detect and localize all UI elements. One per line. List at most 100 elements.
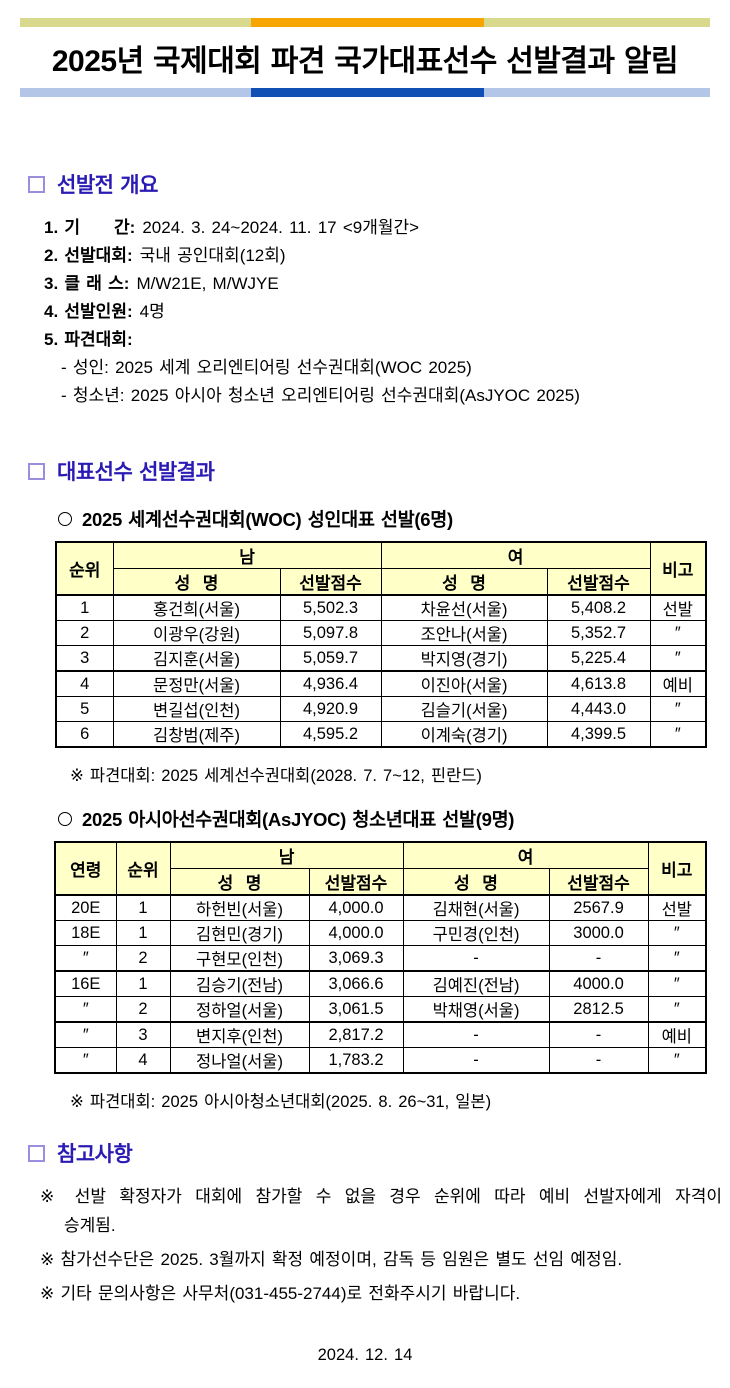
col-header-male: 남 <box>112 541 382 569</box>
table-cell: 정나얼(서울) <box>169 1047 310 1074</box>
table-row: 1 홍건희(서울) 5,502.3 차윤선(서울) 5,408.2 선발 <box>55 594 707 621</box>
table-cell: - <box>548 1047 649 1074</box>
youth-table-note: ※ 파견대회: 2025 아시아청소년대회(2025. 8. 26~31, 일본… <box>70 1093 492 1111</box>
col-header-female: 여 <box>380 541 651 569</box>
table-cell: 하헌빈(서울) <box>169 894 310 921</box>
table-cell: 1 <box>115 894 171 921</box>
col-header-rank: 순위 <box>115 841 171 896</box>
table-cell: 5,352.7 <box>546 620 651 646</box>
overview-item-value: 4명 <box>139 302 165 321</box>
table-row: ″ 2 정하얼(서울) 3,061.5 박채영(서울) 2812.5 ″ <box>54 996 707 1023</box>
overview-sub-item: - 성인: 2025 세계 오리엔티어링 선수권대회(WOC 2025) <box>61 358 472 377</box>
section-heading-overview: 선발전 개요 <box>28 169 730 199</box>
table-cell: 홍건희(서울) <box>112 594 281 621</box>
subheading-adult: 2025 세계선수권대회(WOC) 성인대표 선발(6명) <box>58 506 730 532</box>
table-cell: 김슬기(서울) <box>380 696 548 722</box>
bar-segment <box>20 88 251 97</box>
remarks-list: ※ 선발 확정자가 대회에 참가할 수 없을 경우 순위에 따라 예비 선발자에… <box>40 1182 722 1308</box>
table-cell: ″ <box>647 970 707 997</box>
col-header-score: 선발점수 <box>279 568 382 596</box>
table-cell: 5,059.7 <box>279 645 382 672</box>
top-accent-bar <box>20 18 710 27</box>
col-header-note: 비고 <box>647 841 707 896</box>
table-cell: 1,783.2 <box>308 1047 404 1074</box>
table-header: 연령 순위 남 여 비고 성 명 선발점수 성 명 선발점수 <box>54 841 707 896</box>
remark-line: ※ 선발 확정자가 대회에 참가할 수 없을 경우 순위에 따라 예비 선발자에… <box>40 1187 722 1206</box>
section-heading-remarks: 참고사항 <box>28 1138 730 1168</box>
subheading-youth: 2025 아시아선수권대회(AsJYOC) 청소년대표 선발(9명) <box>58 806 730 832</box>
subheading-label: 2025 아시아선수권대회(AsJYOC) 청소년대표 선발(9명) <box>82 809 515 830</box>
table-cell: ″ <box>649 620 707 646</box>
table-cell: 5,502.3 <box>279 594 382 621</box>
table-cell: 4,613.8 <box>546 670 651 697</box>
col-header-age: 연령 <box>54 841 117 896</box>
table-cell: 박채영(서울) <box>402 996 550 1023</box>
table-cell: 4000.0 <box>548 970 649 997</box>
table-cell: 정하얼(서울) <box>169 996 310 1023</box>
circle-bullet-icon <box>58 512 72 526</box>
table-body: 20E 1 하헌빈(서울) 4,000.0 김채현(서울) 2567.9 선발 18E 1 김현민… <box>54 894 707 1074</box>
overview-item: 3. 클 래 스: M/W21E, M/WJYE <box>44 270 730 298</box>
section-heading-label: 대표선수 선발결과 <box>57 461 215 484</box>
bottom-accent-bar <box>20 88 710 97</box>
document-header: 2025년 국제대회 파견 국가대표선수 선발결과 알림 <box>0 18 730 97</box>
table-cell: 18E <box>54 920 117 946</box>
section-heading-label: 선발전 개요 <box>57 174 158 197</box>
table-row: 16E 1 김승기(전남) 3,066.6 김예진(전남) 4000.0 ″ <box>54 970 707 997</box>
table-cell: 선발 <box>649 594 707 621</box>
overview-item: 5. 파견대회: <box>44 326 730 354</box>
bar-segment <box>251 18 484 27</box>
remark-line: 승계됨. <box>64 1216 116 1235</box>
circle-bullet-icon <box>58 812 72 826</box>
table-cell: ″ <box>649 696 707 722</box>
table-cell: ″ <box>647 945 707 972</box>
overview-item-label: 1. 기 간: <box>44 218 136 237</box>
adult-table-note: ※ 파견대회: 2025 세계선수권대회(2028. 7. 7~12, 핀란드) <box>70 767 482 785</box>
col-header-note: 비고 <box>649 541 707 596</box>
col-header-female: 여 <box>402 841 649 869</box>
table-cell: 김현민(경기) <box>169 920 310 946</box>
table-cell: ″ <box>647 920 707 946</box>
bar-segment <box>251 88 484 97</box>
section-heading-results: 대표선수 선발결과 <box>28 456 730 486</box>
table-cell: 5,097.8 <box>279 620 382 646</box>
col-header-name: 성 명 <box>402 868 550 896</box>
table-cell: - <box>548 945 649 972</box>
table-cell: 4,920.9 <box>279 696 382 722</box>
table-cell: 4,595.2 <box>279 721 382 748</box>
youth-selection-table: 연령 순위 남 여 비고 성 명 선발점수 성 명 선발점수 20E 1 하헌빈(서… <box>54 841 708 1074</box>
table-row: 5 변길섭(인천) 4,920.9 김슬기(서울) 4,443.0 ″ <box>55 696 707 722</box>
table-cell: 5 <box>55 696 114 722</box>
page-title: 2025년 국제대회 파견 국가대표선수 선발결과 알림 <box>51 45 679 78</box>
table-cell: 3 <box>55 645 114 672</box>
table-row: ″ 4 정나얼(서울) 1,783.2- - ″ <box>54 1047 707 1074</box>
overview-item-value: 국내 공인대회(12회) <box>139 246 286 265</box>
table-row: 6 김창범(제주) 4,595.2 이계숙(경기) 4,399.5 ″ <box>55 721 707 748</box>
table-cell: 4,936.4 <box>279 670 382 697</box>
col-header-score: 선발점수 <box>548 868 649 896</box>
table-cell: 구민경(인천) <box>402 920 550 946</box>
col-header-rank: 순위 <box>55 541 114 596</box>
overview-sub-item: - 청소년: 2025 아시아 청소년 오리엔티어링 선수권대회(AsJYOC … <box>61 386 580 405</box>
bar-segment <box>484 18 710 27</box>
table-cell: 예비 <box>649 670 707 697</box>
overview-item: 1. 기 간: 2024. 3. 24~2024. 11. 17 <9개월간> <box>44 214 730 242</box>
table-cell: ″ <box>54 1021 117 1048</box>
document-date: 2024. 12. 14 <box>317 1346 413 1364</box>
table-row: ″ 2 구현모(인천) 3,069.3- - ″ <box>54 945 707 972</box>
square-bullet-icon <box>28 1144 45 1162</box>
table-cell: 4 <box>115 1047 171 1074</box>
remark-line: ※ 참가선수단은 2025. 3월까지 확정 예정이며, 감독 등 임원은 별도… <box>40 1250 623 1269</box>
table-cell: ″ <box>54 1047 117 1074</box>
table-cell: 6 <box>55 721 114 748</box>
overview-item: 4. 선발인원: 4명 <box>44 298 730 326</box>
table-cell: 20E <box>54 894 117 921</box>
table-cell: 1 <box>115 970 171 997</box>
table-cell: 김창범(제주) <box>112 721 281 748</box>
bar-segment <box>484 88 710 97</box>
table-cell: 김예진(전남) <box>402 970 550 997</box>
col-header-name: 성 명 <box>380 568 548 596</box>
table-cell: 차윤선(서울) <box>380 594 548 621</box>
table-cell: 이광우(강원) <box>112 620 281 646</box>
table-cell: 구현모(인천) <box>169 945 310 972</box>
